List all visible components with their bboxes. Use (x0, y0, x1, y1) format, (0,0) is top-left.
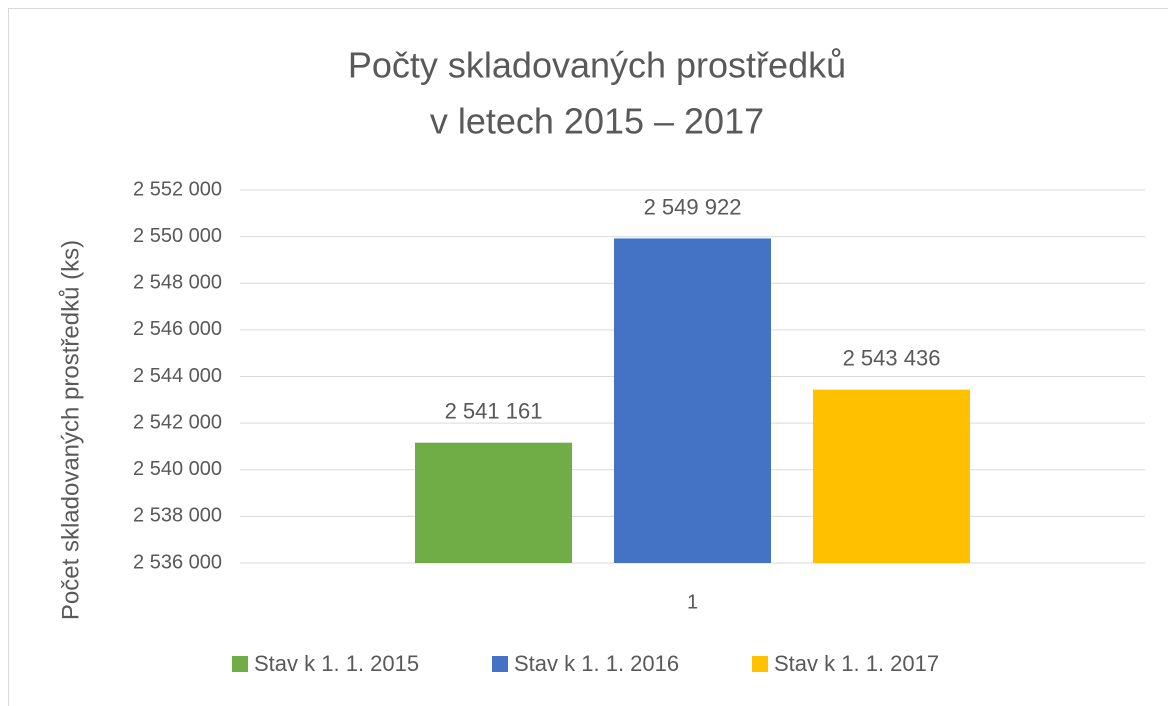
legend-swatch (752, 656, 768, 672)
data-label: 2 543 436 (843, 345, 941, 370)
chart-title: v letech 2015 – 2017 (430, 101, 764, 142)
y-tick-label: 2 548 000 (133, 272, 222, 294)
bar (614, 238, 771, 564)
chart-frame (8, 8, 1168, 706)
data-label: 2 549 922 (644, 194, 742, 219)
y-tick-label: 2 550 000 (133, 225, 222, 247)
y-tick-label: 2 546 000 (133, 318, 222, 340)
legend-label: Stav k 1. 1. 2015 (254, 651, 419, 676)
bar (415, 442, 572, 563)
chart-title: Počty skladovaných prostředků (348, 45, 846, 86)
legend-label: Stav k 1. 1. 2017 (774, 651, 939, 676)
data-label: 2 541 161 (445, 398, 543, 423)
legend-swatch (492, 656, 508, 672)
legend-swatch (232, 656, 248, 672)
y-tick-label: 2 544 000 (133, 365, 222, 387)
bar (813, 389, 970, 563)
y-tick-label: 2 552 000 (133, 178, 222, 200)
x-tick-label: 1 (687, 591, 698, 613)
y-tick-label: 2 542 000 (133, 411, 222, 433)
legend-label: Stav k 1. 1. 2016 (514, 651, 679, 676)
y-axis-label: Počet skladovaných prostředků (ks) (57, 240, 84, 620)
y-tick-label: 2 538 000 (133, 505, 222, 527)
y-tick-label: 2 540 000 (133, 458, 222, 480)
y-tick-label: 2 536 000 (133, 551, 222, 573)
